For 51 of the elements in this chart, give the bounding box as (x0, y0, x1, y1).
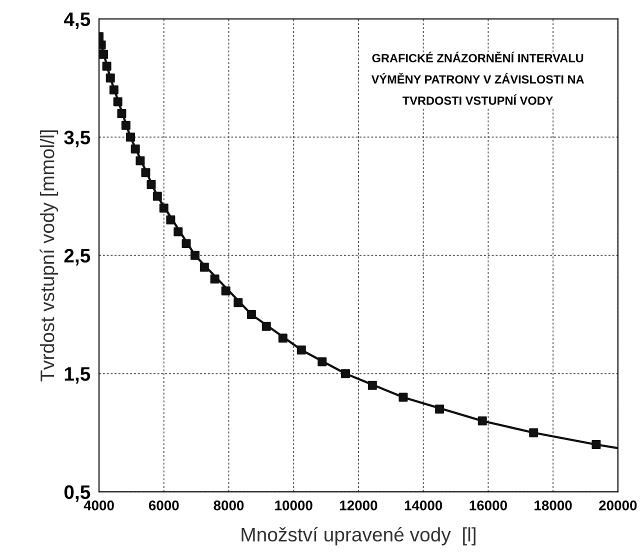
point (200, 262, 209, 272)
point (234, 298, 243, 308)
point (246, 310, 256, 319)
point (166, 215, 176, 224)
x-tick-label: 16000 (470, 500, 507, 510)
x-tick-label: 20000 (599, 500, 637, 510)
point (174, 227, 183, 236)
point (529, 428, 538, 438)
y-tick-label: 0,5 (64, 485, 90, 502)
point (435, 404, 444, 414)
point (99, 50, 108, 59)
point (398, 392, 408, 402)
x-tick-label: 10000 (275, 500, 312, 510)
point (102, 62, 112, 71)
y-tick-label: 3,5 (64, 130, 90, 148)
point (318, 357, 327, 366)
point (117, 109, 126, 118)
point (368, 380, 377, 390)
y-axis-title: Tvrdost vstupní vody [mmol/l] (40, 130, 58, 382)
y-tick-label: 1,5 (64, 367, 90, 384)
x-tick-label: 14000 (404, 500, 442, 510)
x-tick-label: 12000 (340, 500, 378, 510)
point (130, 144, 140, 154)
point (210, 274, 220, 284)
point (136, 156, 145, 166)
point (182, 239, 191, 248)
point (478, 416, 487, 426)
x-axis-title: Množství upravené vody [l] (242, 527, 476, 546)
point (159, 204, 168, 213)
point (278, 334, 288, 343)
y-tick-label: 2,5 (64, 248, 90, 266)
point (126, 132, 135, 142)
point (141, 168, 150, 178)
point (190, 250, 200, 260)
point (296, 345, 306, 354)
x-tick-label: 6000 (148, 500, 179, 510)
point (113, 97, 122, 106)
annotation: GRAFICKÉ ZNÁZORNĚNÍ INTERVALU VÝMĚNY PATRONY V ZÁVISLOSTI NA TVRDOSTI VSTUPNÍ VODY (371, 52, 584, 105)
point (262, 322, 271, 331)
point (341, 369, 350, 378)
point (121, 120, 130, 130)
point (106, 74, 115, 83)
point (152, 192, 162, 201)
point (221, 286, 230, 296)
x-tick-label: 8000 (214, 500, 244, 510)
x-tick-label: 18000 (534, 500, 572, 510)
y-tick-label: 4,5 (64, 12, 90, 29)
point (592, 440, 601, 450)
point (109, 85, 118, 94)
point (146, 180, 156, 189)
x-tick-label: 4000 (84, 500, 114, 510)
